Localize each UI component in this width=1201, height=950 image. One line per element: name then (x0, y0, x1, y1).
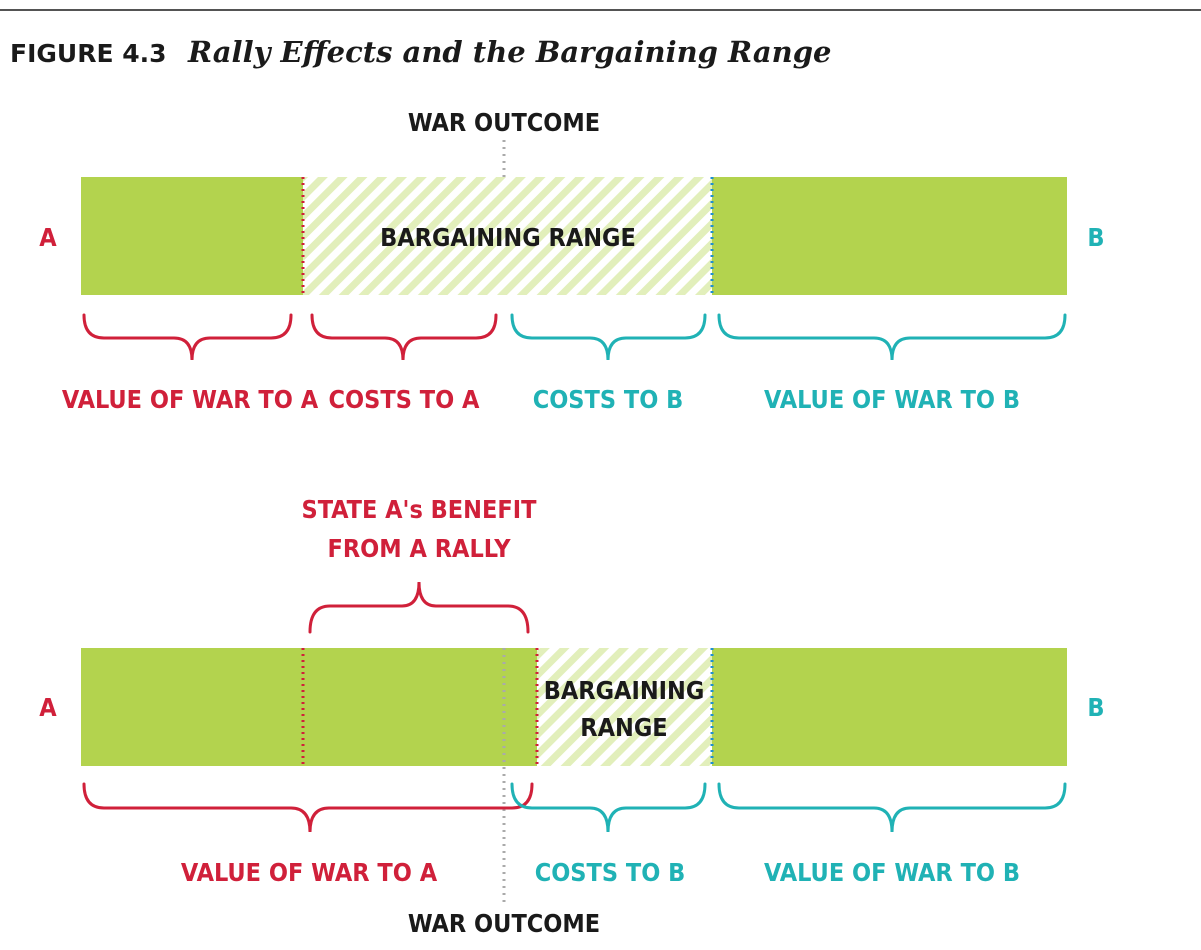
label-value-of-war-a-top: VALUE OF WAR TO A (62, 385, 319, 414)
war-outcome-label-bottom: WAR OUTCOME (408, 909, 600, 938)
label-costs-b-bottom: COSTS TO B (535, 858, 686, 887)
value-of-war-a-bar-top (81, 177, 303, 295)
war-outcome-label-top: WAR OUTCOME (408, 108, 600, 137)
brace-value-of-war-b-bottom (717, 782, 1067, 833)
brace-value-of-war-b-top (717, 313, 1067, 361)
value-of-war-b-bar-bottom (712, 648, 1067, 766)
bottom-panel: STATE A's BENEFIT FROM A RALLY BARGAININ… (39, 495, 1104, 938)
value-of-war-a-bar-bottom (81, 648, 537, 766)
label-value-of-war-a-bottom: VALUE OF WAR TO A (181, 858, 438, 887)
brace-rally-benefit (308, 581, 530, 634)
brace-costs-a-top (310, 313, 498, 361)
label-costs-a-top: COSTS TO A (329, 385, 480, 414)
brace-costs-b-bottom (510, 782, 707, 833)
rally-benefit-label-line2: FROM A RALLY (327, 534, 511, 563)
endpoint-a-bottom: A (39, 693, 57, 722)
bargaining-range-hatch-bottom (537, 648, 712, 766)
endpoint-b-bottom: B (1087, 693, 1104, 722)
rally-benefit-label-line1: STATE A's BENEFIT (302, 495, 538, 524)
label-value-of-war-b-top: VALUE OF WAR TO B (764, 385, 1020, 414)
endpoint-a-top: A (39, 223, 57, 252)
bargaining-range-label-bottom-line1: BARGAINING (544, 676, 705, 705)
brace-value-of-war-a-top (82, 313, 293, 361)
endpoint-b-top: B (1087, 223, 1104, 252)
figure-number: FIGURE 4.3 (10, 39, 167, 68)
bargaining-range-hatch-top (303, 177, 712, 295)
top-panel: WAR OUTCOME BARGAINING RANGE A B VALUE O… (39, 108, 1104, 414)
label-value-of-war-b-bottom: VALUE OF WAR TO B (764, 858, 1020, 887)
bargaining-range-label-bottom-line2: RANGE (580, 713, 667, 742)
figure-title: Rally Effects and the Bargaining Range (187, 35, 831, 69)
brace-costs-b-top (510, 313, 707, 361)
value-of-war-b-bar-top (712, 177, 1067, 295)
brace-value-of-war-a-bottom (82, 782, 534, 833)
label-costs-b-top: COSTS TO B (533, 385, 684, 414)
bargaining-range-label-top: BARGAINING RANGE (380, 223, 636, 252)
